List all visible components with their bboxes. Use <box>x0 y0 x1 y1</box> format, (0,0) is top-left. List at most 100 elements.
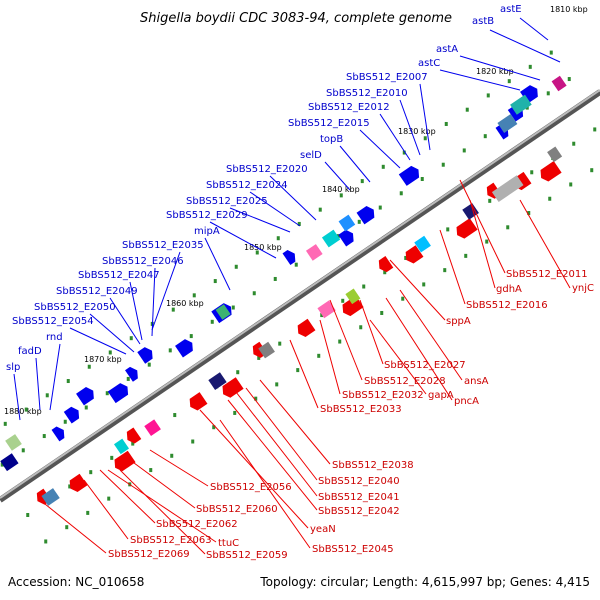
gene-label[interactable]: gapA <box>428 390 454 401</box>
tick-dot <box>192 293 196 298</box>
gene-label[interactable]: SbBS512_E2028 <box>364 376 446 387</box>
kbp-tick-label: 1850 kbp <box>244 243 282 252</box>
gene-label[interactable]: SbBS512_E2020 <box>226 164 308 175</box>
gene-label[interactable]: ansA <box>464 376 489 387</box>
gene-label[interactable]: SbBS512_E2049 <box>56 286 138 297</box>
label-leader-line <box>89 313 135 353</box>
gene-segment <box>338 214 356 232</box>
gene-label[interactable]: SbBS512_E2060 <box>196 504 278 515</box>
gene-label[interactable]: astC <box>418 58 440 69</box>
label-leader-line <box>129 459 196 509</box>
gene-label[interactable]: SbBS512_E2010 <box>326 88 408 99</box>
kbp-tick-label: 1880 kbp <box>4 407 42 416</box>
tick-dot <box>26 512 30 517</box>
gene-label[interactable]: selD <box>300 150 322 161</box>
tick-dot <box>84 405 88 410</box>
gene-label[interactable]: SbBS512_E2040 <box>318 476 400 487</box>
gene-label[interactable]: SbBS512_E2063 <box>130 535 212 546</box>
tick-dot <box>422 282 426 287</box>
gene-label[interactable]: SbBS512_E2027 <box>384 360 466 371</box>
tick-dot <box>65 525 69 530</box>
forward-gene-arrow <box>107 383 129 404</box>
gene-label[interactable]: SbBS512_E2033 <box>320 404 402 415</box>
gene-label[interactable]: SbBS512_E2016 <box>466 300 548 311</box>
gene-label[interactable]: mipA <box>194 226 220 237</box>
gene-label[interactable]: astE <box>500 4 522 15</box>
tick-dot <box>147 362 151 367</box>
gene-label[interactable]: SbBS512_E2032 <box>342 390 424 401</box>
label-leader-line <box>69 327 127 355</box>
gene-label[interactable]: astB <box>472 16 494 27</box>
gene-label[interactable]: SbBS512_E2024 <box>206 180 288 191</box>
kbp-tick-label: 1870 kbp <box>84 355 122 364</box>
gene-label[interactable]: SbBS512_E2046 <box>102 256 184 267</box>
gene-label[interactable]: SbBS512_E2050 <box>34 302 116 313</box>
label-leader-line <box>369 319 427 395</box>
gene-segment <box>510 94 532 115</box>
tick-dot <box>465 107 469 112</box>
gene-label[interactable]: fadD <box>18 346 42 357</box>
gene-segment <box>551 75 567 92</box>
tick-dot <box>548 196 552 201</box>
gene-label[interactable]: topB <box>320 134 343 145</box>
gene-segment <box>547 146 563 163</box>
label-leader-line <box>439 69 521 91</box>
gene-label[interactable]: SbBS512_E2056 <box>210 482 292 493</box>
gene-segment <box>41 488 60 506</box>
gene-label[interactable]: sppA <box>446 316 471 327</box>
tick-dot <box>87 364 91 369</box>
label-leader-line <box>245 387 318 481</box>
gene-label[interactable]: ynjC <box>572 283 594 294</box>
tick-dot <box>593 127 597 132</box>
gene-label[interactable]: rnd <box>46 332 63 343</box>
label-leader-line <box>149 449 209 487</box>
tick-dot <box>462 148 466 153</box>
gene-label[interactable]: gdhA <box>496 284 522 295</box>
gene-label[interactable]: slp <box>6 362 20 373</box>
tick-dot <box>549 50 553 55</box>
label-leader-line <box>489 29 561 63</box>
gene-label[interactable]: SbBS512_E2041 <box>318 492 400 503</box>
tick-dot <box>66 379 70 384</box>
gene-label[interactable]: SbBS512_E2038 <box>332 460 414 471</box>
gene-label[interactable]: pncA <box>454 396 479 407</box>
gene-label[interactable]: SbBS512_E2012 <box>308 102 390 113</box>
tick-dot <box>485 239 489 244</box>
gene-label[interactable]: SbBS512_E2069 <box>108 549 190 560</box>
gene-label[interactable]: SbBS512_E2025 <box>186 196 268 207</box>
gene-label[interactable]: ttuC <box>218 538 239 549</box>
label-leader-line <box>519 17 549 41</box>
label-leader-line <box>385 297 453 401</box>
label-leader-line <box>399 99 421 156</box>
genome-backbone-highlight <box>0 89 600 499</box>
gene-label[interactable]: SbBS512_E2047 <box>78 270 160 281</box>
tick-dot <box>569 182 573 187</box>
tick-dot <box>213 279 217 284</box>
label-leader-line <box>235 391 318 497</box>
tick-dot <box>338 339 342 344</box>
gene-label[interactable]: SbBS512_E2045 <box>312 544 394 555</box>
gene-label[interactable]: SbBS512_E2029 <box>166 210 248 221</box>
tick-dot <box>336 234 340 239</box>
gene-label[interactable]: SbBS512_E2035 <box>122 240 204 251</box>
tick-dot <box>423 136 427 141</box>
gene-label[interactable]: SbBS512_E2007 <box>346 72 428 83</box>
gene-label[interactable]: astA <box>436 44 458 55</box>
gene-label[interactable]: SbBS512_E2062 <box>156 519 238 530</box>
forward-gene-arrow <box>338 229 354 247</box>
forward-gene-arrow <box>175 339 193 358</box>
tick-dot <box>381 164 385 169</box>
map-title: Shigella boydii CDC 3083-94, complete ge… <box>140 11 452 26</box>
label-leader-line <box>259 379 331 465</box>
label-leader-line <box>107 469 217 543</box>
tick-dot <box>255 250 259 255</box>
gene-label[interactable]: SbBS512_E2015 <box>288 118 370 129</box>
label-leader-line <box>339 145 371 183</box>
gene-label[interactable]: SbBS512_E2059 <box>206 550 288 561</box>
gene-label[interactable]: SbBS512_E2042 <box>318 506 400 517</box>
gene-label[interactable]: SbBS512_E2011 <box>506 269 588 280</box>
gene-label[interactable]: SbBS512_E2054 <box>12 316 94 327</box>
tick-dot <box>108 350 112 355</box>
gene-label[interactable]: yeaN <box>310 524 336 535</box>
